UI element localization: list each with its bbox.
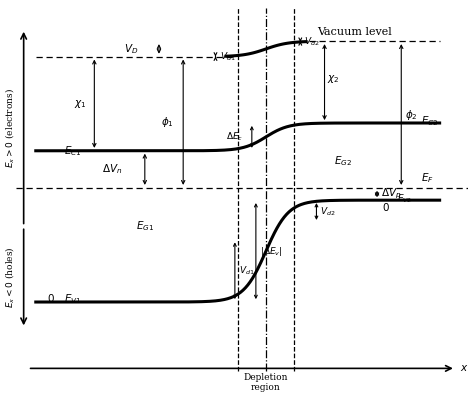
Text: $\chi_1$: $\chi_1$	[74, 98, 87, 110]
Text: $V_{d2}$: $V_{d2}$	[304, 35, 320, 48]
Text: $E_{C2}$: $E_{C2}$	[421, 114, 439, 128]
Text: $E_{C1}$: $E_{C1}$	[64, 144, 82, 158]
Text: $V_{d1}$: $V_{d1}$	[219, 50, 235, 63]
Text: $E_x < 0$ (holes): $E_x < 0$ (holes)	[3, 246, 16, 308]
Text: $\phi_1$: $\phi_1$	[161, 115, 174, 129]
Text: $E_{G1}$: $E_{G1}$	[136, 220, 154, 233]
Text: $x$: $x$	[460, 363, 468, 373]
Text: Depletion
region: Depletion region	[244, 373, 288, 392]
Text: 0: 0	[383, 203, 389, 213]
Text: $\chi_2$: $\chi_2$	[327, 73, 339, 85]
Text: $\Delta E_c$: $\Delta E_c$	[227, 131, 244, 143]
Text: $E_{G2}$: $E_{G2}$	[334, 155, 352, 168]
Text: $\phi_2$: $\phi_2$	[405, 108, 418, 122]
Text: $E_{F}$: $E_{F}$	[421, 171, 434, 185]
Text: $\Delta V_n$: $\Delta V_n$	[102, 162, 123, 176]
Text: $\Delta V_p$: $\Delta V_p$	[381, 187, 401, 201]
Text: $E_{V1}$: $E_{V1}$	[64, 292, 82, 306]
Text: $E_{V2}$: $E_{V2}$	[397, 192, 413, 205]
Text: $V_{d1}$: $V_{d1}$	[239, 264, 255, 277]
Text: $E_x > 0$ (electrons): $E_x > 0$ (electrons)	[3, 88, 16, 168]
Text: $V_{d2}$: $V_{d2}$	[320, 205, 336, 218]
Text: Vacuum level: Vacuum level	[318, 26, 392, 36]
Text: 0: 0	[47, 294, 54, 304]
Text: $|\Delta E_v|$: $|\Delta E_v|$	[260, 244, 283, 258]
Text: $V_D$: $V_D$	[125, 42, 139, 56]
